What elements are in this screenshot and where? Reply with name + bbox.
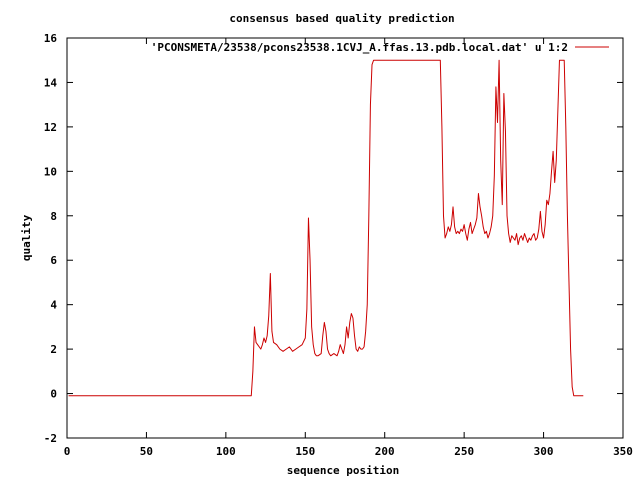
x-tick-label: 150 bbox=[295, 445, 315, 458]
series-line-0 bbox=[68, 59, 584, 397]
y-tick-label: 2 bbox=[50, 343, 57, 356]
legend: 'PCONSMETA/23538/pcons23538.1CVJ_A.ffas.… bbox=[151, 41, 609, 54]
x-axis-label: sequence position bbox=[287, 464, 400, 477]
x-tick-label: 50 bbox=[140, 445, 153, 458]
y-axis-label: quality bbox=[20, 214, 33, 261]
plot-frame bbox=[66, 37, 624, 439]
x-tick-label: 250 bbox=[454, 445, 474, 458]
y-tick-label: 8 bbox=[50, 210, 57, 223]
y-tick-label: 0 bbox=[50, 388, 57, 401]
y-tick-label: 10 bbox=[44, 165, 57, 178]
legend-label: 'PCONSMETA/23538/pcons23538.1CVJ_A.ffas.… bbox=[151, 41, 568, 54]
y-tick-label: -2 bbox=[44, 432, 57, 445]
x-tick-label: 100 bbox=[216, 445, 236, 458]
x-axis-ticks: 0 50 100 150 200 250 300 350 bbox=[64, 38, 633, 458]
series-layer bbox=[68, 59, 584, 397]
y-axis-ticks: -2 0 2 4 6 8 10 12 14 16 bbox=[44, 32, 623, 445]
y-tick-label: 16 bbox=[44, 32, 58, 45]
x-tick-label: 200 bbox=[375, 445, 395, 458]
x-tick-label: 0 bbox=[64, 445, 71, 458]
x-tick-label: 350 bbox=[613, 445, 633, 458]
y-tick-label: 12 bbox=[44, 121, 57, 134]
x-tick-label: 300 bbox=[534, 445, 554, 458]
y-tick-label: 4 bbox=[50, 299, 57, 312]
y-tick-label: 14 bbox=[44, 76, 58, 89]
chart-title: consensus based quality prediction bbox=[229, 12, 454, 25]
y-tick-label: 6 bbox=[50, 254, 57, 267]
